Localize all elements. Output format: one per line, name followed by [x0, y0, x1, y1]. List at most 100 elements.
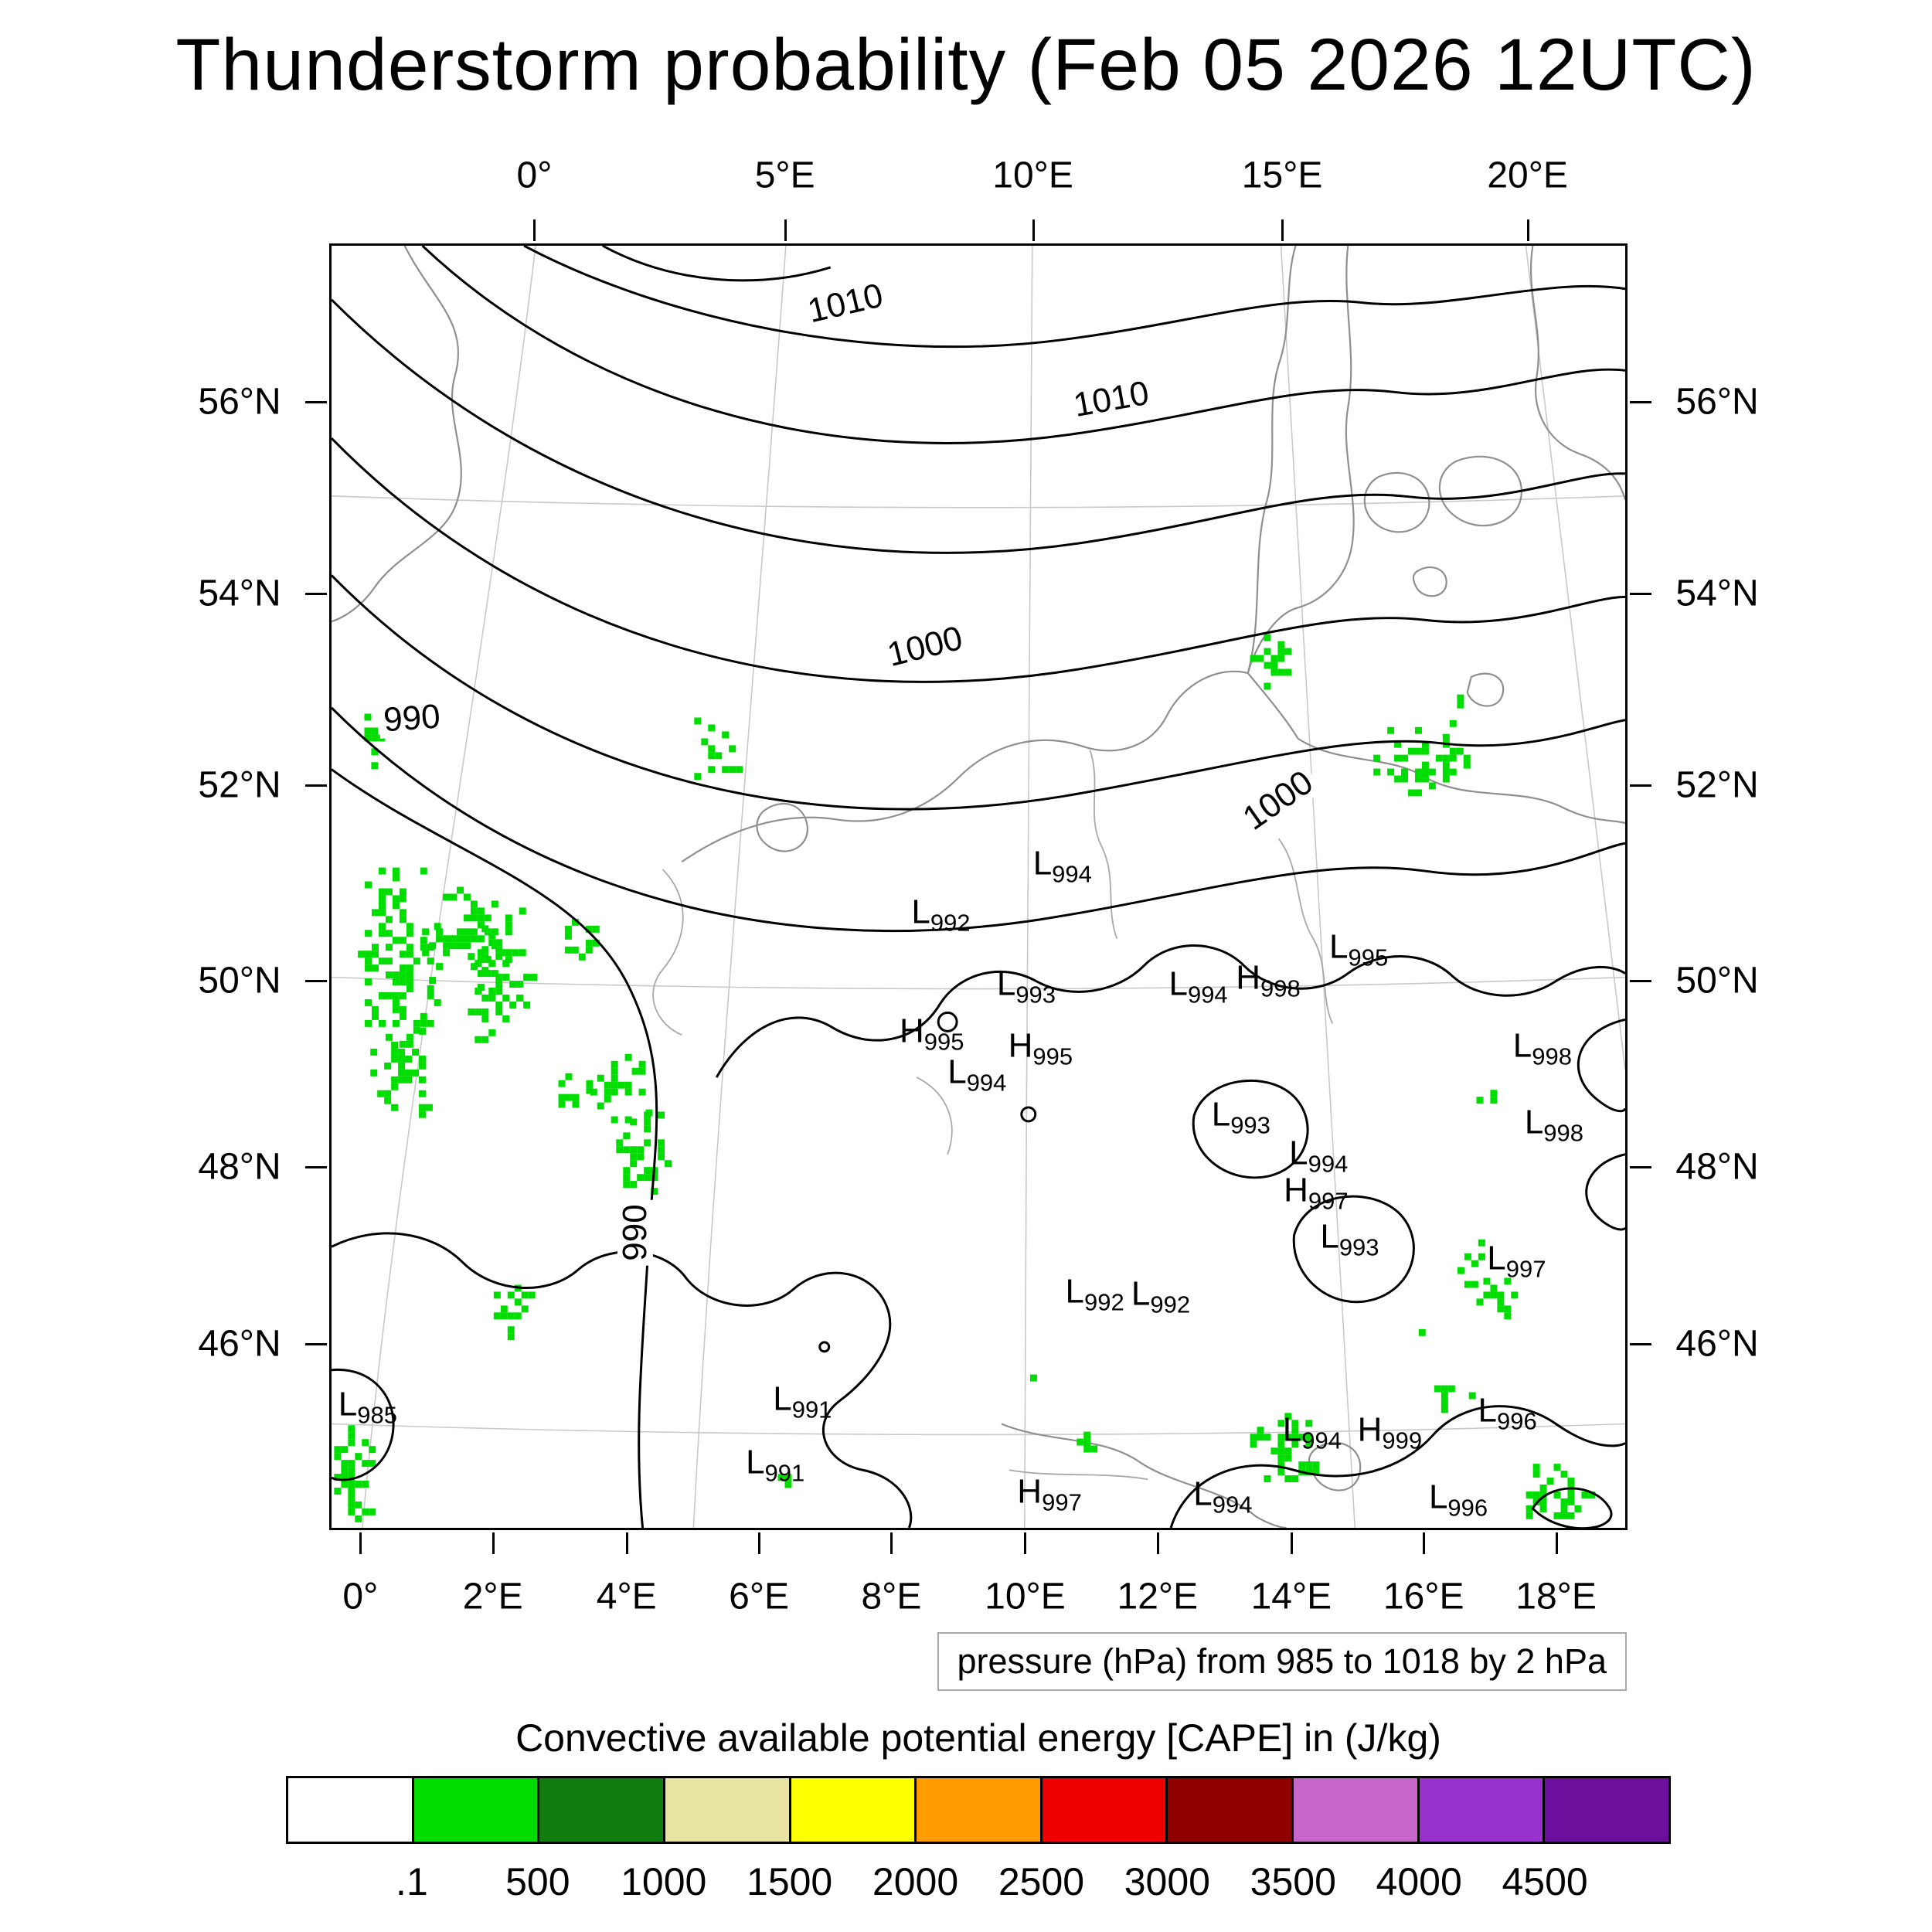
axis-tick-top [533, 219, 536, 241]
axis-tick-top [784, 219, 787, 241]
axis-label-bottom: 2°E [462, 1576, 523, 1617]
coastline-borders [332, 246, 1625, 1528]
axis-tick-top [1032, 219, 1035, 241]
pressure-center-label: L998 [1512, 1026, 1572, 1070]
pressure-center-label: L991 [746, 1443, 805, 1487]
pressure-center-label: L994 [1032, 844, 1092, 888]
axis-tick-left [305, 784, 327, 787]
pressure-center-label: H998 [1236, 958, 1301, 1002]
axis-label-top: 0° [516, 155, 553, 196]
axis-label-right: 48°N [1675, 1146, 1759, 1188]
pressure-center-label: L992 [911, 893, 971, 937]
axis-label-bottom: 16°E [1383, 1576, 1464, 1617]
axis-tick-left [305, 400, 327, 403]
isobar-value-label: 1010 [1066, 374, 1157, 425]
axis-label-top: 15°E [1241, 155, 1323, 196]
colorbar-segment [539, 1778, 665, 1842]
axis-label-top: 5°E [754, 155, 815, 196]
colorbar-segment [1545, 1778, 1669, 1842]
axis-label-bottom: 0° [342, 1576, 379, 1617]
colorbar-segment [1294, 1778, 1420, 1842]
axis-tick-right [1630, 980, 1651, 983]
axis-tick-bottom [1024, 1532, 1027, 1554]
pressure-center-label: L994 [1282, 1410, 1342, 1454]
axis-tick-top [1281, 219, 1284, 241]
axis-label-right: 56°N [1675, 381, 1759, 423]
axis-tick-right [1630, 592, 1651, 595]
pressure-center-label: L985 [338, 1385, 397, 1429]
graticule-lines [332, 246, 1625, 1528]
axis-tick-left [305, 980, 327, 983]
axis-label-bottom: 10°E [985, 1576, 1066, 1617]
axis-label-right: 54°N [1675, 573, 1759, 614]
pressure-center-label: L993 [996, 964, 1056, 1009]
pressure-center-label: L992 [1065, 1272, 1124, 1316]
axis-label-bottom: 12°E [1117, 1576, 1199, 1617]
pressure-center-label: H997 [1284, 1171, 1349, 1215]
axis-tick-bottom [1555, 1532, 1558, 1554]
pressure-center-label: L995 [1329, 927, 1389, 971]
colorbar-labels: .1 500 1000 1500 2000 2500 3000 3500 4000 4500 [286, 1859, 1671, 1913]
pressure-center-label: L993 [1211, 1095, 1270, 1139]
pressure-center-label: L992 [1131, 1274, 1191, 1318]
isobar-value-label: 990 [377, 698, 446, 740]
axis-label-left: 50°N [198, 960, 281, 1002]
chart-title: Thunderstorm probability (Feb 05 2026 12… [175, 24, 1757, 106]
axis-tick-left [305, 1166, 327, 1169]
axis-label-bottom: 4°E [596, 1576, 657, 1617]
axis-tick-right [1630, 1166, 1651, 1169]
colorbar-segment [791, 1778, 917, 1842]
axis-label-left: 48°N [198, 1146, 281, 1188]
axis-label-left: 52°N [198, 764, 281, 806]
pressure-center-label: L996 [1478, 1391, 1537, 1435]
colorbar-segment [917, 1778, 1043, 1842]
colorbar-tick-label: 3500 [1250, 1860, 1336, 1903]
axis-label-right: 50°N [1675, 960, 1759, 1002]
axis-tick-bottom [758, 1532, 761, 1554]
map-label-overlay: L994 L992 L993 L994 H998 L995 H995 H995 L994 L993… [332, 246, 1625, 1528]
axis-tick-left [305, 592, 327, 595]
colorbar-tick-label: 500 [505, 1860, 570, 1903]
isobar-value-label: 1010 [799, 276, 891, 331]
axis-label-top: 10°E [992, 155, 1073, 196]
axis-tick-bottom [1290, 1532, 1293, 1554]
colorbar-segment [413, 1778, 540, 1842]
axis-label-bottom: 18°E [1515, 1576, 1597, 1617]
pressure-legend-text: pressure (hPa) from 985 to 1018 by 2 hPa [957, 1641, 1607, 1681]
colorbar-segment [288, 1778, 414, 1842]
axis-tick-left [305, 1342, 327, 1345]
colorbar-segment [1419, 1778, 1546, 1842]
pressure-center-label: L993 [1320, 1217, 1379, 1261]
colorbar-segment [1042, 1778, 1168, 1842]
axis-tick-bottom [492, 1532, 495, 1554]
axis-tick-right [1630, 400, 1651, 403]
country-border-lines [652, 750, 1334, 1481]
colorbar-tick-label: 2000 [872, 1860, 959, 1903]
pressure-center-label: H999 [1357, 1410, 1423, 1454]
axis-label-left: 54°N [198, 573, 281, 614]
isobar-value-label: 990 [616, 1199, 654, 1267]
pressure-center-label: H997 [1017, 1472, 1082, 1516]
colorbar-tick-label: .1 [396, 1860, 428, 1903]
cape-green-patches [334, 634, 1596, 1522]
axis-label-bottom: 8°E [861, 1576, 922, 1617]
colorbar-tick-label: 4500 [1502, 1860, 1588, 1903]
colorbar-tick-label: 1000 [621, 1860, 707, 1903]
axis-tick-top [1526, 219, 1529, 241]
pressure-center-label: L994 [947, 1053, 1007, 1097]
axis-tick-bottom [1423, 1532, 1426, 1554]
axis-label-bottom: 6°E [729, 1576, 790, 1617]
axis-label-top: 20°E [1487, 155, 1568, 196]
axis-tick-bottom [1156, 1532, 1159, 1554]
axis-label-bottom: 14°E [1250, 1576, 1332, 1617]
pressure-legend: pressure (hPa) from 985 to 1018 by 2 hPa [937, 1632, 1627, 1691]
axis-label-right: 46°N [1675, 1323, 1759, 1365]
colorbar-segment [1168, 1778, 1294, 1842]
pressure-center-label: L991 [773, 1380, 832, 1423]
map-svg [332, 246, 1625, 1528]
pressure-center-label: L994 [1193, 1475, 1253, 1519]
pressure-center-label: H995 [899, 1012, 964, 1056]
axis-label-left: 56°N [198, 381, 281, 423]
axis-label-right: 52°N [1675, 764, 1759, 806]
colorbar-segment [665, 1778, 791, 1842]
